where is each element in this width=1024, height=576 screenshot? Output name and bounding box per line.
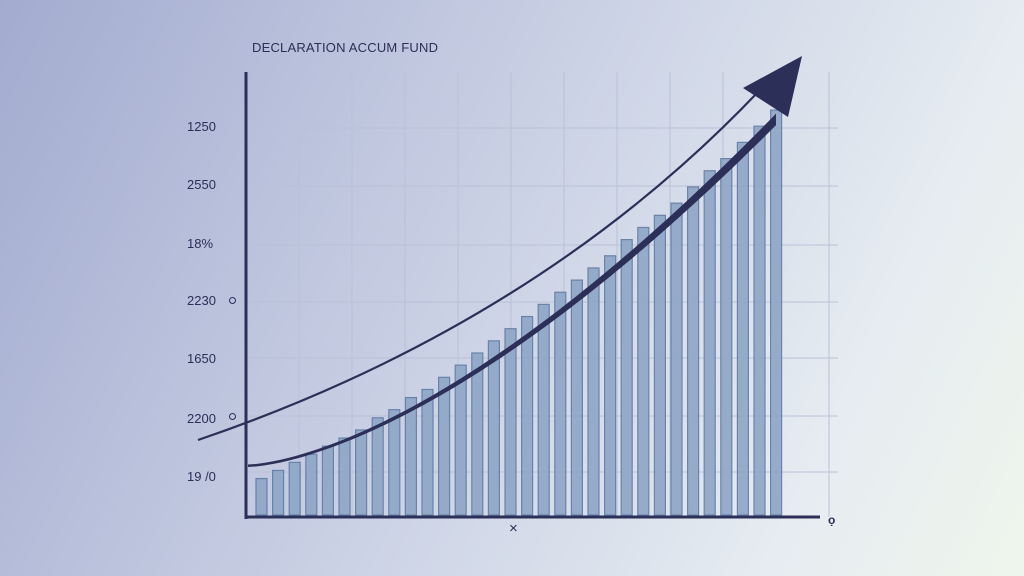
bar: [686, 186, 700, 516]
axis-ring-marker: [229, 413, 236, 420]
bar: [404, 396, 417, 516]
bar: [371, 417, 384, 516]
bar: [520, 315, 534, 516]
bar: [720, 158, 733, 516]
bar: [321, 445, 334, 516]
bar: [637, 226, 650, 516]
bar: [620, 239, 633, 516]
trend-arrow-head: [743, 56, 802, 117]
bar: [570, 279, 584, 516]
bar: [471, 352, 484, 516]
bar: [454, 364, 467, 516]
bar: [272, 469, 285, 516]
y-tick-label: 2230: [187, 293, 216, 308]
bar: [769, 109, 783, 516]
bar: [670, 202, 683, 516]
chart-title: DECLARATION ACCUM FUND: [252, 40, 439, 55]
bar: [504, 328, 517, 516]
bar: [554, 291, 567, 516]
bar: [288, 461, 301, 516]
bar: [736, 141, 750, 516]
y-tick-label: 1650: [187, 351, 216, 366]
bar: [338, 437, 351, 516]
y-tick-label: 18%: [187, 236, 214, 251]
bar: [703, 170, 716, 516]
y-tick-label: 2200: [187, 411, 216, 426]
bar-series: [255, 109, 783, 516]
bar: [587, 267, 600, 516]
bar: [487, 340, 500, 516]
x-axis-marker: ×: [509, 520, 518, 537]
y-tick-label: 1250: [187, 119, 216, 134]
bar: [305, 453, 318, 516]
x-axis-end-marker: ọ: [828, 513, 836, 527]
bar: [355, 429, 368, 516]
bar: [255, 477, 268, 516]
bar: [753, 125, 766, 516]
y-tick-label: 19 /0: [187, 469, 216, 484]
trend-curve: [197, 91, 759, 442]
bar: [421, 388, 434, 516]
bar: [388, 409, 401, 516]
bar: [438, 376, 451, 516]
y-tick-label: 2550: [187, 177, 216, 192]
axis-ring-marker: [229, 297, 236, 304]
bar: [603, 255, 617, 516]
bar: [653, 214, 667, 516]
bar: [537, 303, 550, 516]
